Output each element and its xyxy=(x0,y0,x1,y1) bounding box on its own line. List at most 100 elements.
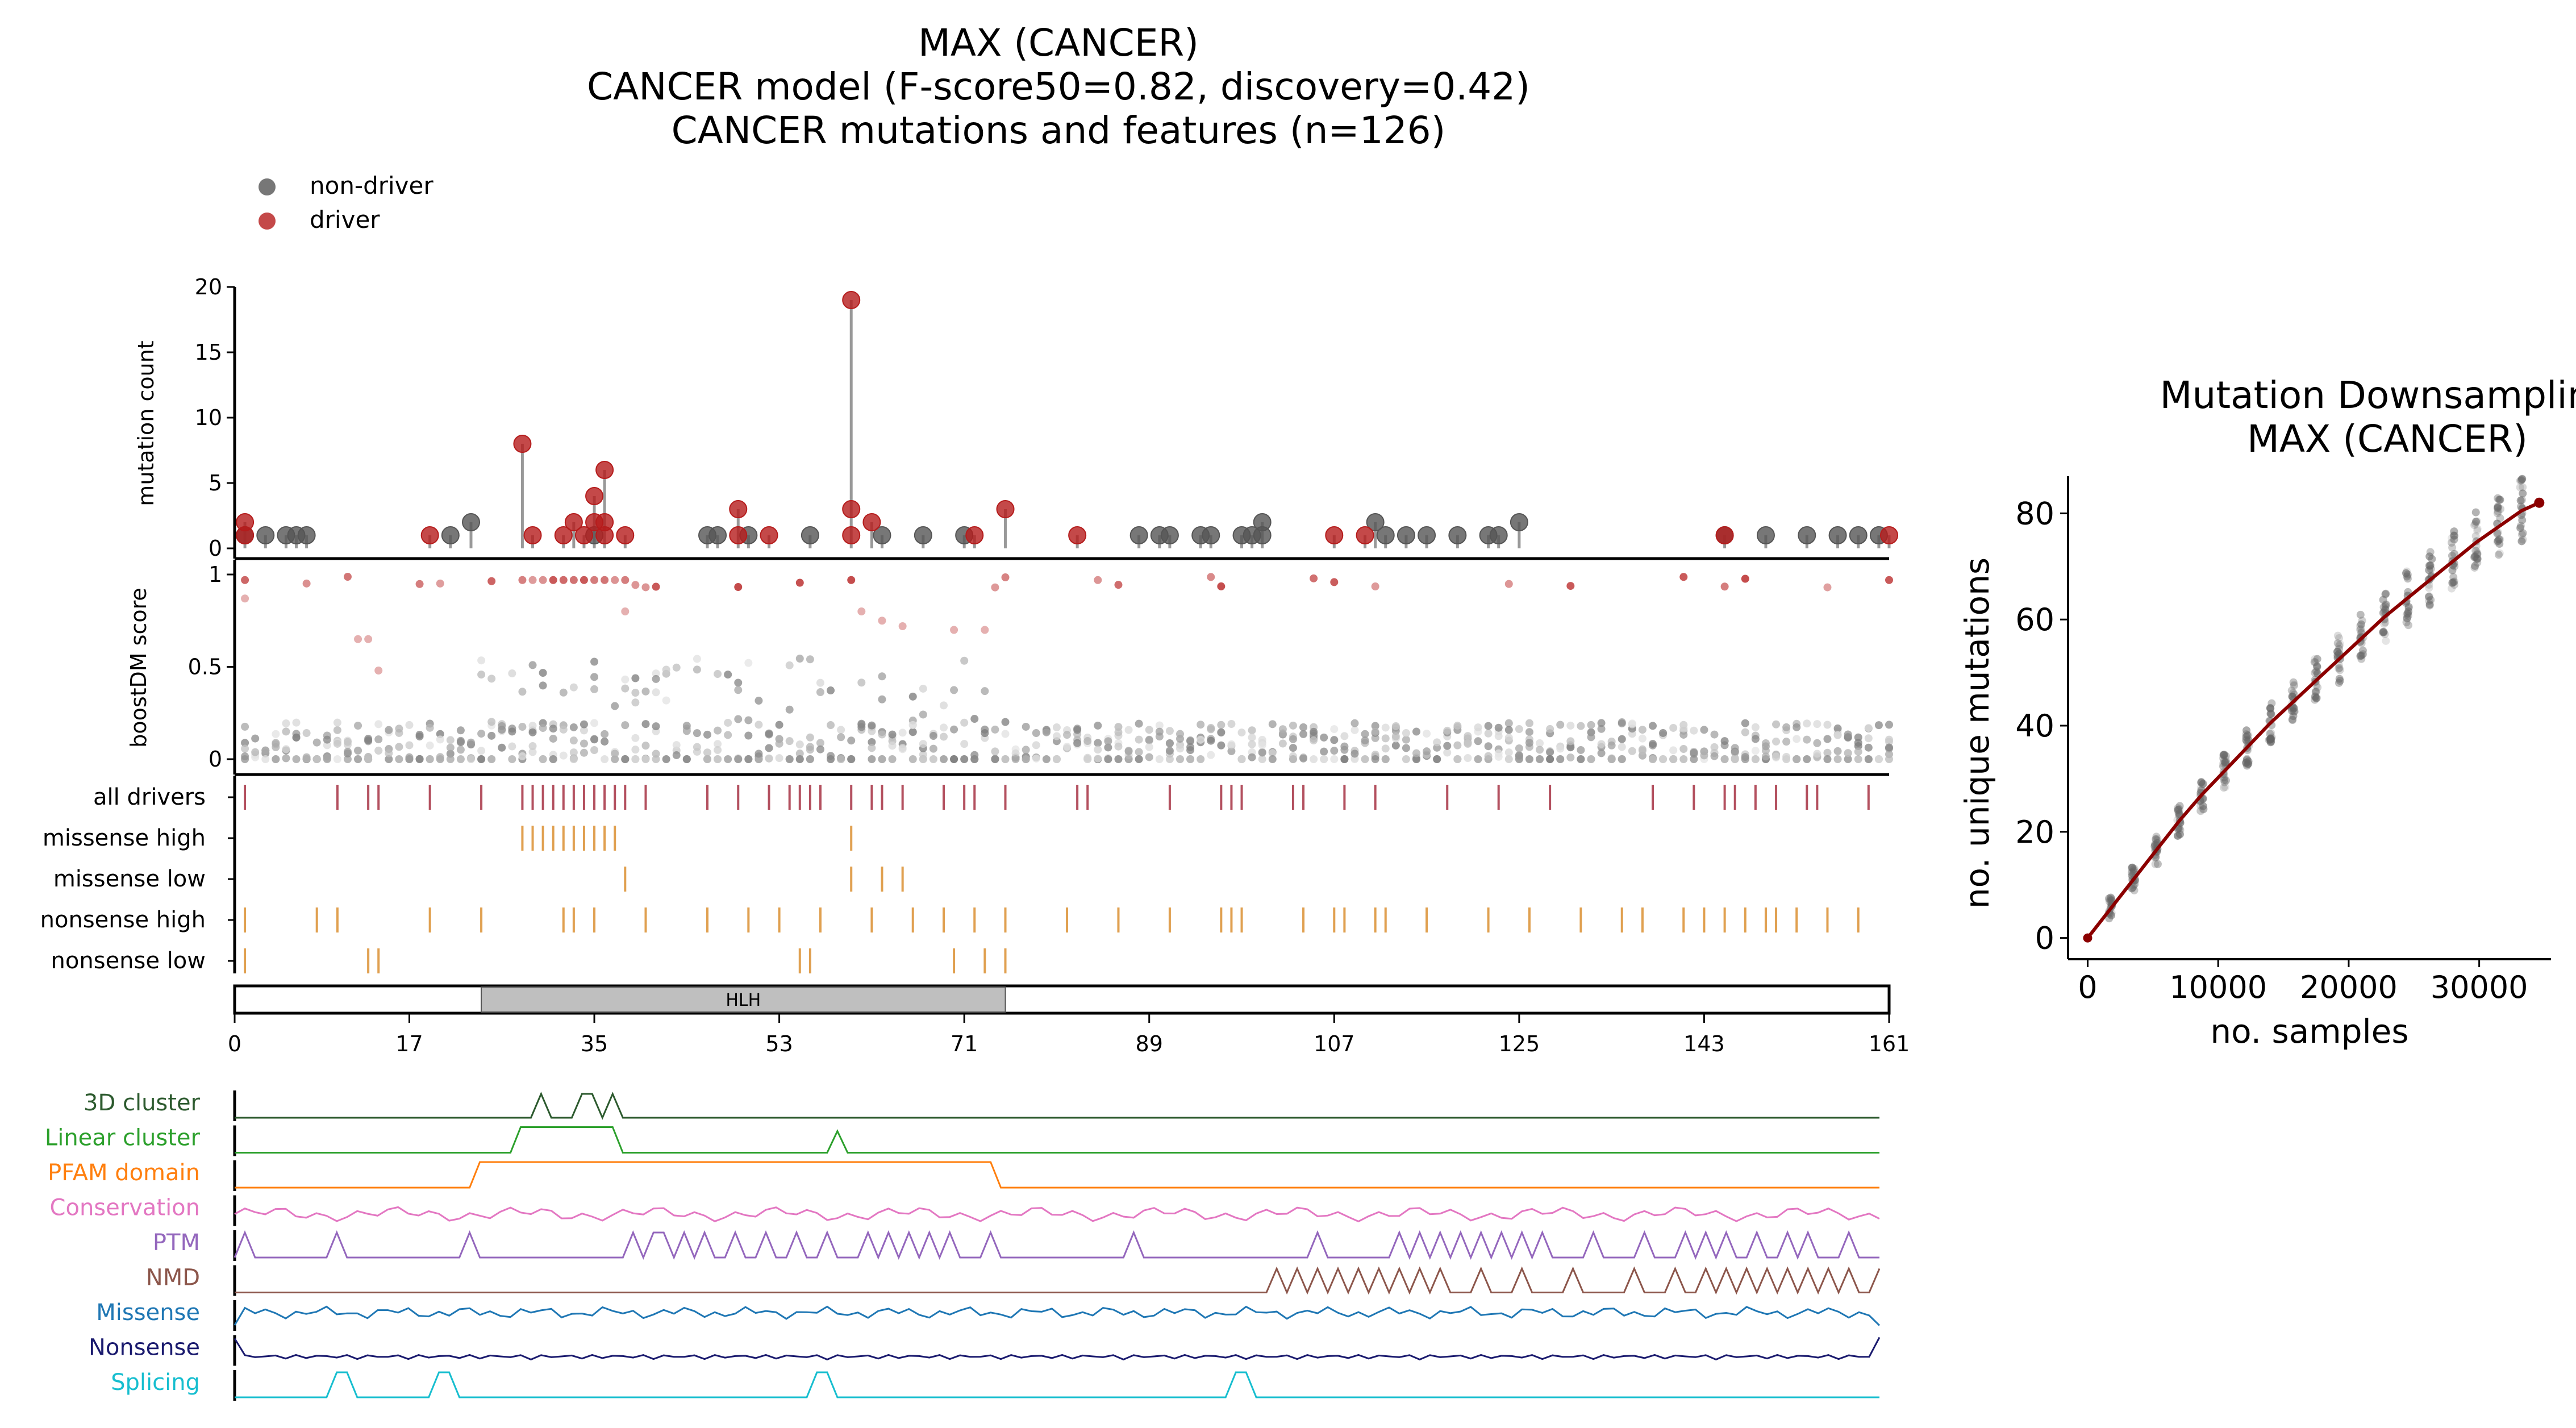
downsampling-replicate-point xyxy=(2335,664,2343,673)
boostdm-nondriver-point xyxy=(333,726,341,734)
boostdm-driver-point xyxy=(559,576,568,584)
boostdm-nondriver-point xyxy=(1165,727,1174,735)
boostdm-nondriver-point xyxy=(241,739,249,747)
boostdm-nondriver-point xyxy=(1361,736,1369,745)
boostdm-nondriver-point xyxy=(919,684,927,693)
downsampling-replicate-point xyxy=(2450,531,2458,540)
downsampling-replicate-point xyxy=(2175,809,2183,818)
boostdm-nondriver-point xyxy=(1350,719,1359,727)
downsampling-replicate-point xyxy=(2358,646,2367,655)
boostdm-nondriver-point xyxy=(1566,737,1575,746)
boostdm-nondriver-point xyxy=(1864,755,1873,763)
downsampling-replicate-point xyxy=(2266,704,2275,713)
boostdm-driver-point xyxy=(1679,573,1688,581)
boostdm-nondriver-point xyxy=(847,755,856,763)
boostdm-nondriver-point xyxy=(785,737,794,746)
downsampling-replicate-point xyxy=(2176,826,2185,834)
boostdm-nondriver-point xyxy=(1330,755,1339,763)
boostdm-nondriver-point xyxy=(1833,747,1842,755)
downsampling-panel: Mutation Downsampling MAX (CANCER) 0 1000… xyxy=(1958,373,2576,1051)
boostdm-nondriver-point xyxy=(1268,755,1277,763)
boostdm-nondriver-point xyxy=(1628,719,1636,728)
downsampling-replicate-point xyxy=(2220,751,2228,759)
downsampling-replicate-point xyxy=(2267,737,2275,746)
boostdm-nondriver-point xyxy=(795,740,804,749)
mutation-count-tick-label: 5 xyxy=(209,471,222,496)
driver-mutation-point xyxy=(1715,526,1734,544)
downsampling-replicate-point xyxy=(2357,655,2366,663)
downsampling-replicate-point xyxy=(2220,776,2228,784)
driver-mutation-point xyxy=(729,500,748,518)
boostdm-nondriver-point xyxy=(631,734,640,742)
boostdm-nondriver-point xyxy=(1854,733,1862,742)
boostdm-nondriver-point xyxy=(1001,755,1010,763)
boostdm-nondriver-point xyxy=(1504,748,1513,757)
boostdm-nondriver-point xyxy=(611,750,619,758)
boostdm-nondriver-point xyxy=(333,739,341,748)
boostdm-nondriver-point xyxy=(590,685,599,693)
boostdm-nondriver-point xyxy=(1381,755,1390,763)
boostdm-nondriver-point xyxy=(1525,719,1533,727)
boostdm-nondriver-point xyxy=(1515,744,1523,752)
boostdm-nondriver-point xyxy=(241,752,249,761)
downsampling-replicate-point xyxy=(2404,621,2413,630)
boostdm-nondriver-point xyxy=(1782,723,1791,731)
downsampling-replicate-point xyxy=(2381,602,2390,610)
downsampling-replicate-point xyxy=(2289,712,2298,721)
boostdm-nondriver-point xyxy=(1278,725,1287,734)
boostdm-nondriver-point xyxy=(467,738,475,747)
downsampling-replicate-point xyxy=(2314,683,2322,692)
non-driver-mutation-point xyxy=(1160,526,1179,544)
boostdm-driver-point xyxy=(539,576,547,584)
boostdm-nondriver-point xyxy=(724,671,732,679)
boostdm-driver-point xyxy=(1823,583,1832,592)
boostdm-nondriver-point xyxy=(621,675,630,684)
boostdm-driver-point xyxy=(1885,576,1893,584)
position-tick-label: 35 xyxy=(581,1031,608,1056)
downsampling-replicate-point xyxy=(2470,563,2479,572)
boostdm-nondriver-point xyxy=(1669,723,1678,732)
boostdm-nondriver-point xyxy=(1833,731,1842,739)
boostdm-nondriver-point xyxy=(1474,737,1482,746)
boostdm-nondriver-point xyxy=(1237,728,1246,737)
boostdm-nondriver-point xyxy=(1083,753,1092,762)
boostdm-nondriver-point xyxy=(1412,755,1420,763)
boostdm-nondriver-point xyxy=(816,739,824,747)
downsampling-replicate-point xyxy=(2312,687,2321,696)
downsampling-replicate-point xyxy=(2220,751,2228,760)
boostdm-nondriver-point xyxy=(395,755,403,763)
boostdm-nondriver-point xyxy=(919,755,927,763)
boostdm-nondriver-point xyxy=(1258,748,1266,757)
boostdm-nondriver-point xyxy=(302,753,311,761)
non-driver-mutation-point xyxy=(708,526,727,544)
downsampling-replicate-point xyxy=(2128,863,2137,872)
legend-marker-driver xyxy=(259,213,276,230)
boostdm-nondriver-point xyxy=(518,723,527,731)
boostdm-nondriver-point xyxy=(1813,739,1821,747)
boostdm-driver-point xyxy=(898,622,907,630)
downsampling-replicate-point xyxy=(2312,693,2321,702)
boostdm-nondriver-point xyxy=(1443,726,1452,735)
boostdm-nondriver-point xyxy=(528,728,537,736)
boostdm-nondriver-point xyxy=(1001,718,1010,726)
boostdm-nondriver-point xyxy=(806,743,814,751)
boostdm-nondriver-point xyxy=(323,754,331,763)
downsampling-replicate-point xyxy=(2221,758,2229,767)
boostdm-nondriver-point xyxy=(1299,723,1308,731)
boostdm-driver-point xyxy=(611,576,619,584)
boostdm-nondriver-point xyxy=(528,742,537,750)
boostdm-nondriver-point xyxy=(1094,721,1102,730)
boostdm-nondriver-point xyxy=(888,730,897,739)
boostdm-nondriver-point xyxy=(1104,737,1112,746)
boostdm-nondriver-point xyxy=(1258,755,1266,763)
boostdm-nondriver-point xyxy=(1124,726,1133,734)
boostdm-nondriver-point xyxy=(714,726,722,735)
downsampling-replicate-point xyxy=(2426,561,2435,570)
boostdm-nondriver-point xyxy=(1803,755,1811,763)
boostdm-nondriver-point xyxy=(1494,723,1503,732)
boostdm-nondriver-point xyxy=(611,755,619,763)
boostdm-nondriver-point xyxy=(477,671,486,679)
boostdm-driver-point xyxy=(950,626,958,634)
downsampling-replicate-point xyxy=(2357,620,2365,628)
boostdm-nondriver-point xyxy=(1227,747,1236,755)
